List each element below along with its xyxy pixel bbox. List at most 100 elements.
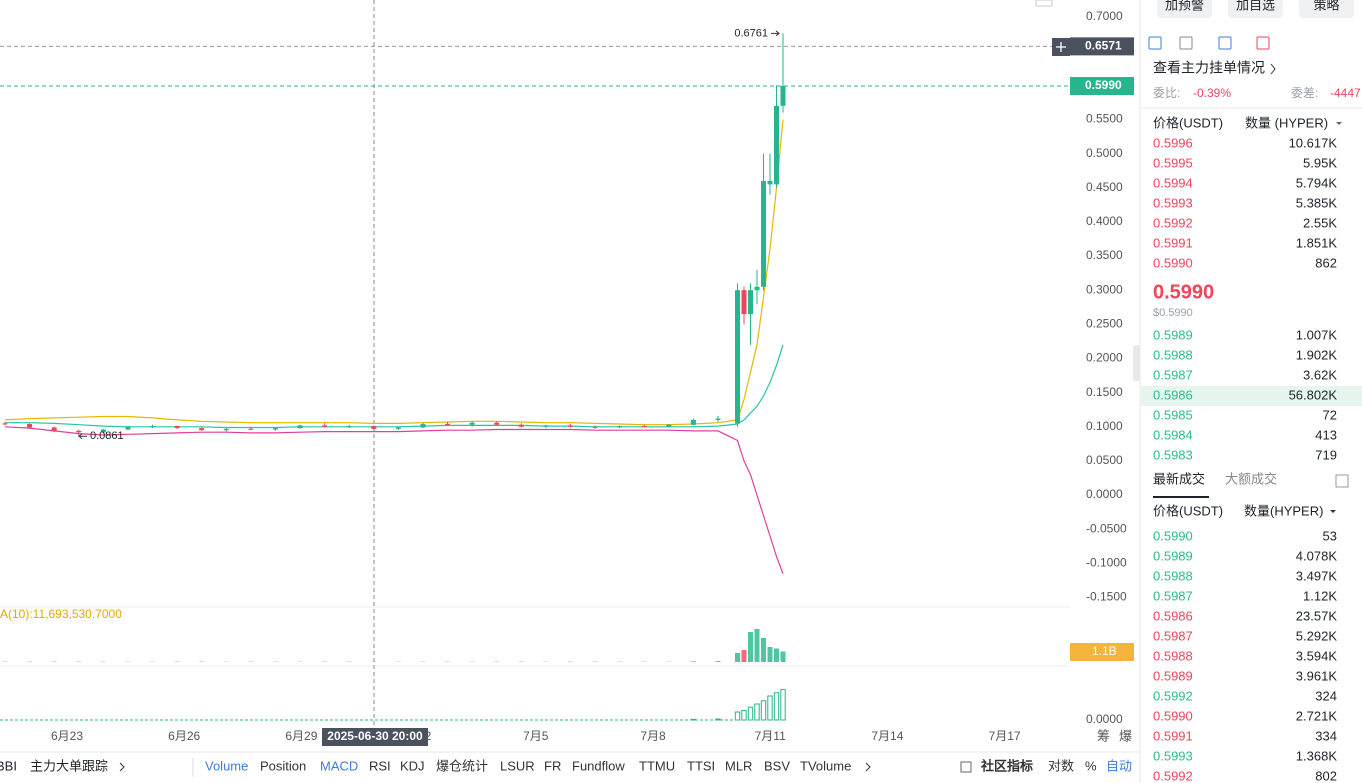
checkbox[interactable]: [1335, 474, 1349, 488]
trade-tab[interactable]: 最新成交: [1153, 471, 1205, 486]
indicator-tab[interactable]: 爆仓统计: [436, 758, 488, 773]
volume-bar: [735, 653, 740, 662]
book-qty: 413: [1315, 427, 1337, 442]
book-price: 0.5989: [1153, 327, 1193, 342]
x-tick-label: 6月23: [51, 729, 83, 743]
book-price: 0.5983: [1153, 447, 1193, 462]
x-tick-label: 7月5: [523, 729, 549, 743]
indicator-tab[interactable]: MLR: [725, 758, 752, 773]
book-price: 0.5984: [1153, 427, 1193, 442]
candle-body: [125, 426, 131, 430]
book-qty: 3.62K: [1303, 367, 1337, 382]
y-tick-label: -0.1000: [1086, 556, 1127, 570]
candle-body: [445, 424, 451, 426]
candle-body: [666, 424, 672, 427]
indicator-bar: [767, 695, 773, 721]
volume-badge: [1070, 643, 1134, 661]
toolbar-button[interactable]: [1157, 0, 1212, 18]
indicator-tab[interactable]: KDJ: [400, 758, 425, 773]
x-tick-label: 7月17: [989, 729, 1021, 743]
indicator-tab[interactable]: MACD: [320, 758, 358, 773]
axis-button[interactable]: 筹: [1097, 728, 1110, 743]
book-qty: 5.95K: [1303, 155, 1337, 170]
book-qty: 2.55K: [1303, 215, 1337, 230]
y-tick-label: 0.5000: [1086, 146, 1123, 160]
indicator-tab[interactable]: Position: [260, 758, 306, 773]
trade-price: 0.5986: [1153, 608, 1193, 623]
candle-body: [774, 105, 779, 185]
price-badge: [1070, 77, 1134, 96]
view-icon[interactable]: [1256, 36, 1270, 50]
indicator-bar: [773, 692, 780, 721]
view-icon[interactable]: [1179, 36, 1193, 50]
toolbar-button[interactable]: [1228, 0, 1283, 18]
candle-body: [199, 428, 205, 431]
view-icon[interactable]: [1148, 36, 1162, 50]
trade-qty: 23.57K: [1296, 608, 1338, 623]
trade-qty: 3.594K: [1296, 648, 1338, 663]
candle-body: [567, 425, 573, 427]
indicator-tab[interactable]: Volume: [205, 758, 248, 773]
book-price: 0.5987: [1153, 367, 1193, 382]
volume-bar: [748, 632, 753, 662]
indicator-bar: [780, 689, 786, 721]
candle-body: [150, 426, 156, 428]
qty-header[interactable]: 数量(HYPER): [1244, 503, 1323, 518]
indicator-tab[interactable]: LSUR: [500, 758, 535, 773]
indicator-tab[interactable]: FR: [544, 758, 561, 773]
toolbar-button-label[interactable]: 策略: [1313, 0, 1339, 12]
y-tick-label: 0.2500: [1086, 317, 1123, 331]
diff-value: -4447: [1330, 86, 1361, 100]
panel-handle[interactable]: [1133, 345, 1140, 381]
row-highlight: [1141, 386, 1362, 406]
indicator-tab[interactable]: RSI: [369, 758, 391, 773]
candle-body: [420, 424, 426, 428]
indicator-tab[interactable]: Fundflow: [572, 758, 625, 773]
book-qty: 1.851K: [1296, 235, 1338, 250]
volume-bar: [715, 661, 721, 662]
ratio-label: 委比:: [1153, 86, 1180, 100]
candle-body: [735, 290, 740, 424]
indicator-tab[interactable]: 主力大单跟踪: [30, 758, 108, 773]
y-tick-label: -0.1500: [1086, 590, 1127, 604]
trade-qty: 802: [1315, 768, 1337, 783]
corner-icon[interactable]: [1035, 0, 1053, 7]
view-option[interactable]: 社区指标: [980, 758, 1033, 773]
candle-body: [715, 418, 721, 420]
view-option[interactable]: 自动: [1106, 758, 1132, 773]
indicator-tab[interactable]: TTMU: [639, 758, 675, 773]
indicator-bar: [754, 703, 760, 721]
trade-tab[interactable]: 大额成交: [1225, 471, 1277, 486]
trade-qty: 5.292K: [1296, 628, 1338, 643]
view-option[interactable]: 对数: [1048, 758, 1074, 773]
candle-body: [248, 428, 254, 430]
trade-qty: 53: [1323, 528, 1337, 543]
book-qty: 5.794K: [1296, 175, 1338, 190]
axis-button[interactable]: 爆: [1119, 728, 1132, 743]
volume-bar: [741, 650, 747, 662]
mid-price: 0.5990: [1153, 281, 1214, 303]
view-option[interactable]: %: [1085, 758, 1097, 773]
indicator-tab[interactable]: TVolume: [800, 758, 851, 773]
indicator-tab[interactable]: TTSI: [687, 758, 715, 773]
trade-price: 0.5987: [1153, 628, 1193, 643]
y-tick-label: -0.0500: [1086, 521, 1127, 535]
volume-legend: A(10):11,693,530.7000: [0, 607, 122, 621]
book-qty: 1.007K: [1296, 327, 1338, 342]
x-tick-label: 7月14: [871, 729, 903, 743]
indicator-tab[interactable]: BSV: [764, 758, 790, 773]
indicator-bar: [734, 711, 741, 721]
view-icon[interactable]: [1218, 36, 1232, 50]
trade-qty: 2.721K: [1296, 708, 1338, 723]
toolbar-button[interactable]: [1299, 0, 1354, 18]
qty-header[interactable]: 数量 (HYPER): [1245, 115, 1328, 130]
book-qty: 5.385K: [1296, 195, 1338, 210]
candle-body: [469, 422, 475, 425]
candle-body: [761, 180, 766, 287]
toolbar-button-label[interactable]: 加预警: [1165, 0, 1204, 12]
depth-link[interactable]: 查看主力挂单情况: [1153, 60, 1265, 76]
crosshair-time: 2025-06-30 20:00: [327, 729, 423, 743]
toolbar-button-label[interactable]: 加自选: [1236, 0, 1275, 12]
indicator-tab[interactable]: BBI: [0, 758, 17, 773]
